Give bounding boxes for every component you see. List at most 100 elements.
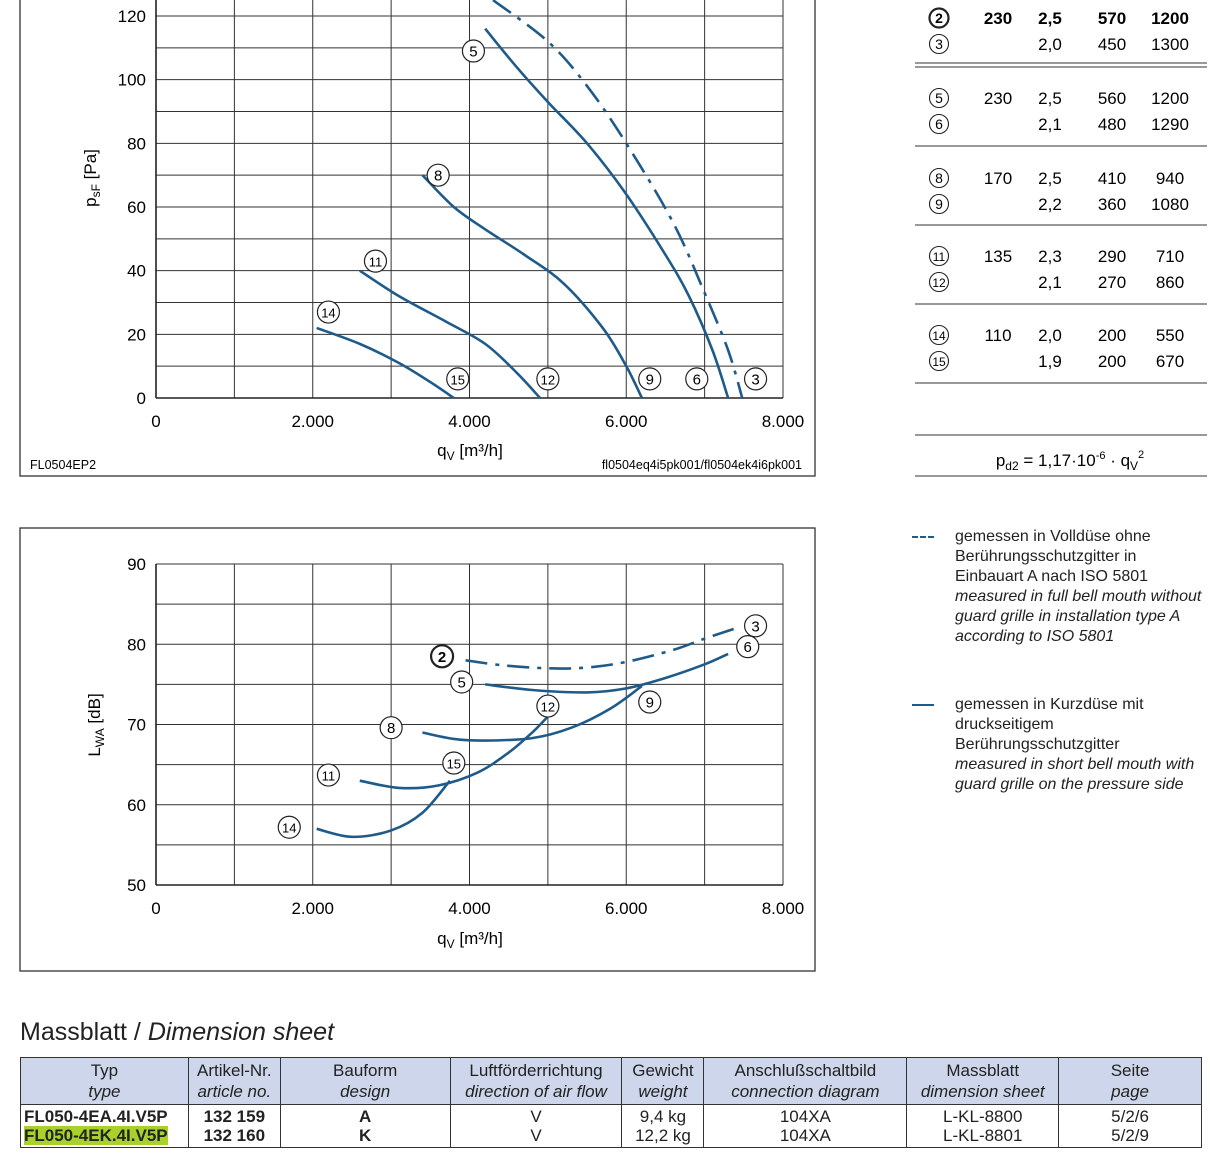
airflow-value-2: V: [530, 1126, 542, 1145]
column-header-en: connection diagram: [731, 1082, 880, 1101]
curve-14: [316, 326, 455, 400]
op-power-value: 570: [1098, 9, 1126, 28]
marker-label-12: 12: [541, 372, 555, 387]
op-power-value: 200: [1098, 352, 1126, 371]
column-header-de: Anschlußschaltbild: [734, 1061, 877, 1080]
x-tick-label: 6.000: [605, 412, 648, 431]
column-header-de: Massblatt: [946, 1061, 1020, 1080]
marker-circle-15: [442, 751, 466, 775]
article-value-2: 132 160: [203, 1126, 266, 1145]
operating-table-rows: 2 230 2,5 570 1200 3 2,0 450 1300 5 230 2,5 560 1200 6…: [915, 7, 1207, 384]
sheet-cell: L-KL-8800 L-KL-8801: [906, 1104, 1060, 1148]
op-speed-value: 710: [1156, 247, 1184, 266]
op-power-value: 480: [1098, 115, 1126, 134]
y-tick-label: 80: [127, 635, 146, 654]
curve-5-6: [485, 652, 729, 694]
sound-chart-frame: [19, 527, 816, 972]
op-speed-value: 1200: [1151, 9, 1189, 28]
column-header-de: Seite: [1110, 1061, 1150, 1080]
pressure-chart-ylabel: psF [Pa]: [81, 149, 103, 207]
x-tick-label: 4.000: [448, 899, 491, 918]
sheet-value-1[interactable]: L-KL-8800: [943, 1107, 1023, 1126]
marker-circle-3: [743, 367, 768, 391]
op-row-marker-11: [928, 245, 950, 267]
op-row-marker-2: [928, 7, 950, 29]
curve-11-12: [359, 715, 549, 790]
op-row-marker-14: [928, 324, 950, 346]
legend-dashed-en: measured in full bell mouth without guar…: [955, 588, 1202, 645]
diagram-value-1: 104XA: [779, 1107, 831, 1126]
pressure-chart-frame: [19, 0, 816, 477]
pressure-chart-footer-right: fl0504eq4i5pk001/fl0504ek4i6pk001: [602, 458, 802, 472]
column-header-de: Typ: [90, 1061, 119, 1080]
marker-label-6: 6: [693, 371, 701, 388]
marker-label-6: 6: [744, 639, 752, 656]
op-power-value: 560: [1098, 89, 1126, 108]
type-value-2[interactable]: FL050-4EK.4I.V5P: [24, 1126, 168, 1145]
op-power-value: 200: [1098, 326, 1126, 345]
op-current-value: 2,5: [1038, 89, 1062, 108]
y-tick-label: 60: [127, 198, 146, 217]
op-row-label: 9: [935, 196, 943, 212]
op-power-value: 290: [1098, 247, 1126, 266]
column-header-de: Luftförderrichtung: [469, 1061, 603, 1080]
marker-label-8: 8: [387, 720, 395, 737]
x-tick-label: 0: [151, 899, 160, 918]
marker-circle-9: [638, 690, 662, 714]
pressure-chart-footer-left: FL0504EP2: [30, 458, 96, 472]
y-tick-label: 0: [137, 389, 146, 408]
type-value-1[interactable]: FL050-4EA.4I.V5P: [24, 1107, 168, 1126]
curve-8-9: [422, 684, 643, 742]
diagram-cell: 104XA 104XA: [703, 1104, 908, 1148]
curve-14-15: [316, 779, 451, 839]
page-value-2[interactable]: 5/2/9: [1111, 1126, 1149, 1145]
x-tick-label: 4.000: [448, 412, 491, 431]
marker-label-3: 3: [751, 371, 759, 388]
op-current-value: 2,0: [1038, 326, 1062, 345]
marker-label-5: 5: [457, 674, 465, 691]
column-header-en: type: [88, 1082, 121, 1101]
type-cell: FL050-4EA.4I.V5P FL050-4EK.4I.V5P: [20, 1104, 189, 1148]
dimension-table-header: Typ type Artikel-Nr. article no. Bauform desi…: [20, 1057, 1202, 1105]
curve-8: [421, 174, 644, 399]
op-current-value: 2,2: [1038, 195, 1062, 214]
sound-chart-ticks: 0 2.000 4.000 6.000 8.000 50 60 70 80 90: [127, 555, 804, 918]
x-tick-label: 6.000: [605, 899, 648, 918]
pd2-formula: pd2 = 1,17·10-6 · qV2: [996, 449, 1144, 473]
pressure-chart-ticks: 0 2.000 4.000 6.000 8.000 0 20 40 60 80 100 120: [118, 7, 805, 431]
y-tick-label: 120: [118, 7, 146, 26]
op-row-marker-5: [928, 87, 950, 109]
y-tick-label: 40: [127, 262, 146, 281]
op-speed-value: 550: [1156, 326, 1184, 345]
sheet-value-2[interactable]: L-KL-8801: [943, 1126, 1023, 1145]
marker-circle-12: [536, 694, 560, 718]
article-value-1: 132 159: [203, 1107, 266, 1126]
pressure-chart-curves: [316, 0, 744, 400]
column-header-en: page: [1111, 1082, 1149, 1101]
weight-cell: 9,4 kg 12,2 kg: [621, 1104, 705, 1148]
column-header: Massblatt dimension sheet: [906, 1057, 1060, 1105]
sound-chart-xlabel: qV [m³/h]: [437, 929, 503, 951]
marker-label-9: 9: [646, 695, 654, 712]
curve-3: [492, 0, 744, 399]
sound-chart-curves: [316, 626, 737, 839]
y-tick-label: 80: [127, 134, 146, 153]
op-row-marker-3: [928, 33, 950, 55]
design-value-2: K: [359, 1126, 372, 1145]
marker-label-14: 14: [321, 306, 335, 321]
legend-solid: gemessen in Kurzdüse mit druckseitigem B…: [912, 695, 1208, 795]
op-current-value: 2,3: [1038, 247, 1062, 266]
op-speed-value: 1200: [1151, 89, 1189, 108]
column-header: Luftförderrichtung direction of air flow: [449, 1057, 623, 1105]
solid-line-sample: [912, 704, 934, 706]
column-header: Seite page: [1058, 1057, 1202, 1105]
legend-dashed-de: gemessen in Volldüse ohne Berührungsschu…: [955, 528, 1151, 585]
marker-label-15: 15: [451, 372, 465, 387]
column-header: Gewicht weight: [621, 1057, 705, 1105]
page-value-1[interactable]: 5/2/6: [1111, 1107, 1149, 1126]
y-tick-label: 50: [127, 876, 146, 895]
column-header-en: design: [340, 1082, 391, 1101]
op-current-value: 2,5: [1038, 169, 1062, 188]
marker-circle-8: [379, 716, 403, 740]
marker-circle-6: [685, 367, 709, 391]
